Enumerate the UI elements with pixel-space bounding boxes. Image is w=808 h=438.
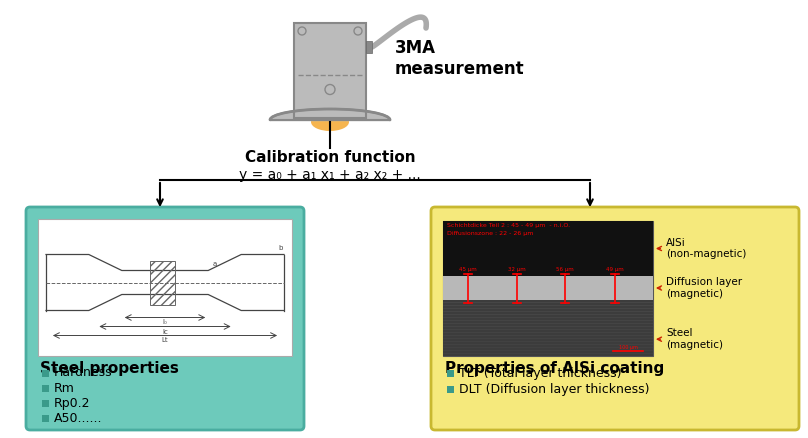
Bar: [42, 385, 49, 392]
Bar: [447, 386, 454, 393]
Text: Steel
(magnetic): Steel (magnetic): [658, 328, 723, 350]
Text: Steel properties: Steel properties: [40, 361, 179, 376]
Ellipse shape: [311, 113, 349, 131]
Text: Properties of AlSi coating: Properties of AlSi coating: [445, 361, 664, 376]
Text: y = a₀ + a₁ x₁ + a₂ x₂ + ...: y = a₀ + a₁ x₁ + a₂ x₂ + ...: [239, 168, 421, 182]
Bar: [443, 221, 653, 276]
FancyBboxPatch shape: [294, 23, 366, 118]
Text: l₀: l₀: [162, 319, 167, 325]
Text: Diffusionszone : 22 - 26 µm: Diffusionszone : 22 - 26 µm: [447, 231, 533, 236]
Bar: [149, 261, 175, 304]
Bar: [443, 221, 653, 356]
Text: Calibration function: Calibration function: [245, 150, 415, 165]
Text: 100 µm: 100 µm: [619, 345, 638, 350]
Text: a: a: [213, 261, 217, 268]
Text: Lt: Lt: [162, 338, 168, 343]
FancyBboxPatch shape: [26, 207, 304, 430]
Bar: [42, 400, 49, 407]
Text: 56 µm: 56 µm: [556, 267, 574, 272]
Text: 32 µm: 32 µm: [507, 267, 525, 272]
Bar: [38, 219, 292, 356]
Text: TLT (Total layer thickness): TLT (Total layer thickness): [459, 367, 621, 379]
Text: Hardness: Hardness: [54, 367, 112, 379]
FancyBboxPatch shape: [431, 207, 799, 430]
Bar: [443, 300, 653, 356]
Text: b: b: [278, 244, 282, 251]
Text: Diffusion layer
(magnetic): Diffusion layer (magnetic): [658, 277, 742, 299]
Text: lc: lc: [162, 328, 168, 335]
Text: 49 µm: 49 µm: [606, 267, 624, 272]
Text: DLT (Diffusion layer thickness): DLT (Diffusion layer thickness): [459, 382, 650, 396]
Bar: [447, 370, 454, 377]
Text: 45 µm: 45 µm: [459, 267, 477, 272]
Text: Rm: Rm: [54, 381, 75, 395]
Text: 3MA
measurement: 3MA measurement: [395, 39, 524, 78]
Bar: [42, 415, 49, 422]
Text: A50......: A50......: [54, 411, 103, 424]
Text: AlSi
(non-magnetic): AlSi (non-magnetic): [658, 238, 747, 259]
Bar: [443, 276, 653, 300]
Text: Rp0.2: Rp0.2: [54, 396, 90, 410]
Bar: [42, 370, 49, 377]
Bar: [366, 41, 372, 53]
Text: Schichtdicke Teil 2 : 45 - 49 µm  - n.i.O.: Schichtdicke Teil 2 : 45 - 49 µm - n.i.O…: [447, 223, 570, 228]
